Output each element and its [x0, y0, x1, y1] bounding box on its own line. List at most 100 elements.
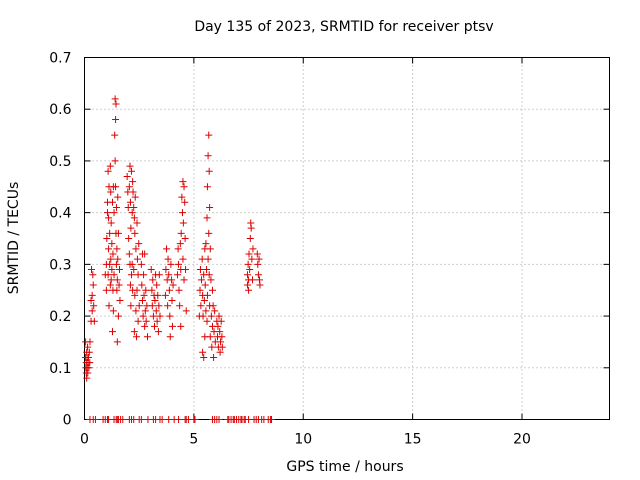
data-point	[87, 297, 95, 305]
data-point	[102, 286, 110, 294]
data-point	[244, 260, 252, 268]
data-point	[130, 214, 138, 222]
data-point	[155, 271, 163, 279]
data-point	[179, 178, 187, 186]
y-tick-label: 0.1	[49, 361, 71, 377]
data-point	[163, 245, 171, 253]
data-point	[168, 322, 176, 330]
data-point	[125, 250, 133, 258]
data-point	[149, 276, 157, 284]
data-point	[89, 281, 97, 289]
data-point	[133, 219, 141, 227]
data-point	[91, 416, 99, 423]
data-point	[141, 322, 149, 330]
data-point	[142, 317, 150, 325]
data-point	[138, 297, 146, 305]
y-axis-label: SRMTID / TECUs	[6, 182, 22, 295]
data-point	[115, 281, 123, 289]
data-point	[116, 297, 124, 305]
data-point	[177, 229, 185, 237]
data-point	[215, 312, 223, 320]
data-point	[182, 266, 190, 274]
data-point	[246, 235, 254, 242]
data-point	[90, 317, 98, 325]
data-point	[200, 353, 208, 361]
data-point	[211, 307, 219, 315]
data-point	[114, 193, 122, 201]
data-point	[180, 183, 188, 191]
data-point	[164, 255, 172, 263]
x-tick-label: 0	[80, 432, 89, 448]
data-point	[204, 255, 212, 263]
data-point	[133, 333, 141, 341]
data-point	[254, 271, 262, 279]
data-point	[205, 131, 213, 139]
data-point	[164, 302, 172, 310]
data-point	[166, 333, 174, 341]
data-point	[130, 328, 138, 336]
data-point	[205, 229, 213, 237]
data-point	[123, 172, 131, 180]
data-point	[209, 302, 217, 310]
data-point	[113, 276, 121, 284]
data-point	[203, 266, 211, 274]
data-point	[202, 240, 210, 248]
data-point	[90, 302, 98, 310]
data-point	[84, 343, 92, 351]
data-point	[113, 286, 121, 294]
data-point	[107, 276, 115, 284]
data-point	[191, 416, 199, 423]
data-point	[137, 260, 145, 268]
data-point	[129, 178, 137, 186]
data-point	[116, 266, 123, 274]
data-point	[247, 224, 255, 232]
data-point	[109, 198, 116, 206]
data-point	[84, 353, 92, 361]
data-point	[245, 250, 253, 258]
data-point	[256, 281, 264, 289]
data-point	[126, 162, 134, 170]
data-point	[128, 271, 136, 279]
data-point	[177, 322, 185, 330]
data-point	[103, 209, 111, 217]
data-point	[149, 312, 157, 320]
data-point	[126, 198, 134, 206]
data-point	[203, 291, 211, 299]
data-point	[205, 271, 213, 279]
data-point	[139, 312, 147, 320]
data-point	[207, 312, 215, 320]
data-point	[165, 271, 173, 279]
x-tick-label: 10	[294, 432, 312, 448]
data-point	[158, 416, 166, 423]
data-point	[204, 152, 212, 160]
data-point	[144, 333, 151, 341]
data-point	[131, 229, 139, 237]
data-point	[105, 302, 113, 310]
data-point	[179, 209, 186, 217]
data-point	[152, 307, 160, 315]
data-point	[249, 276, 256, 284]
grid	[84, 57, 610, 420]
data-point	[109, 307, 117, 315]
data-point	[174, 245, 182, 253]
data-point	[181, 235, 189, 242]
data-point	[112, 183, 120, 191]
data-point	[154, 291, 162, 299]
data-point	[168, 276, 176, 284]
data-point	[176, 302, 184, 310]
data-point	[132, 307, 140, 315]
data-point	[153, 317, 161, 325]
data-point	[111, 131, 119, 139]
data-point	[107, 255, 115, 263]
data-point	[86, 338, 94, 346]
data-point	[217, 338, 225, 346]
data-point	[110, 209, 118, 217]
data-point	[200, 297, 208, 305]
data-point	[210, 353, 218, 361]
data-point	[105, 245, 113, 253]
data-point	[130, 203, 138, 211]
data-point	[168, 297, 176, 305]
y-tick-label: 0	[63, 413, 72, 429]
y-tick-label: 0.6	[49, 102, 71, 118]
data-point	[141, 307, 149, 315]
